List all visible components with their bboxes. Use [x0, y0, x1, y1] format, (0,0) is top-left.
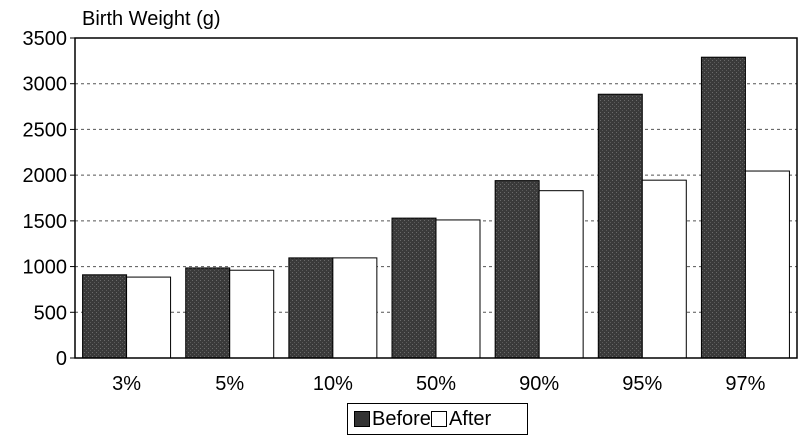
x-tick-label: 90%: [519, 373, 559, 395]
bar-before-97pct: [700, 56, 746, 359]
y-tick-label: 500: [34, 302, 67, 324]
y-axis-title: Birth Weight (g): [82, 8, 221, 30]
bar-after-10pct: [332, 257, 378, 359]
legend-item-after: After: [430, 407, 492, 431]
bar-after-90pct: [538, 190, 584, 359]
bar-after-95pct: [641, 179, 687, 359]
legend-label-after: After: [448, 407, 492, 430]
x-tick-labels: 3% 5% 10% 50% 90% 95% 97%: [112, 373, 766, 395]
bar-before-50pct: [391, 217, 437, 359]
x-tick-label: 97%: [725, 373, 765, 395]
bar-before-5pct: [185, 267, 231, 359]
x-tick-label: 3%: [112, 373, 141, 395]
bar-before-10pct: [288, 257, 334, 359]
bar-after-50pct: [435, 219, 481, 359]
y-tick-label: 3000: [23, 74, 68, 96]
bar-before-3pct: [82, 274, 128, 359]
bar-after-97pct: [744, 170, 790, 359]
bar-after-5pct: [229, 269, 275, 359]
bar-before-90pct: [494, 180, 540, 359]
x-tick-label: 95%: [622, 373, 662, 395]
legend-label-before: Before: [372, 407, 431, 430]
y-tick-label: 0: [56, 348, 67, 370]
plot-area-border: [74, 37, 798, 359]
bars: [82, 56, 790, 359]
y-tick-labels: 0 500 1000 1500 2000 2500 3000 3500: [23, 28, 68, 370]
y-tick-label: 1000: [23, 257, 68, 279]
y-tick-label: 3500: [23, 28, 68, 50]
legend-swatch-after: [430, 411, 447, 427]
axes: [70, 37, 798, 359]
legend: Before After: [347, 403, 528, 435]
y-tick-label: 2000: [23, 165, 68, 187]
bar-after-3pct: [126, 276, 172, 359]
x-tick-label: 5%: [215, 373, 244, 395]
legend-swatch-before: [354, 411, 370, 427]
x-tick-label: 50%: [416, 373, 456, 395]
bar-before-95pct: [597, 93, 643, 359]
y-tick-label: 2500: [23, 119, 68, 141]
x-tick-label: 10%: [313, 373, 353, 395]
y-tick-label: 1500: [23, 211, 68, 233]
legend-item-before: Before: [354, 408, 431, 431]
